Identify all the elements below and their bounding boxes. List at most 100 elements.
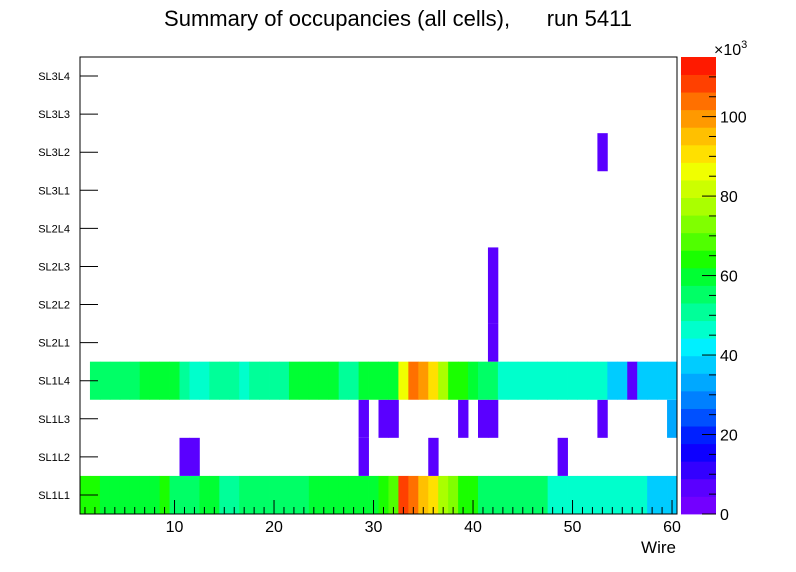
heatmap-cell	[647, 361, 658, 400]
color-scale-exponent: ×103	[714, 39, 747, 59]
heatmap-cell	[667, 399, 678, 438]
heatmap-cell	[109, 475, 121, 514]
y-tick-label: SL3L4	[38, 71, 70, 83]
heatmap-cell	[328, 475, 340, 514]
x-tick-label: 30	[365, 519, 383, 536]
heatmap-cell	[517, 361, 529, 400]
heatmap-cell	[627, 361, 638, 400]
color-scale-segment	[681, 390, 716, 409]
heatmap-cell	[358, 475, 369, 514]
heatmap-cell	[458, 361, 469, 400]
heatmap-cell	[557, 437, 568, 476]
heatmap-cell	[547, 361, 558, 400]
heatmap-cell	[557, 361, 568, 400]
color-scale-tick-label: 20	[720, 428, 738, 445]
x-tick-label: 20	[265, 519, 283, 536]
heatmap-cell	[597, 475, 608, 514]
heatmap-cell	[328, 361, 340, 400]
heatmap-cell	[438, 475, 449, 514]
heatmap-cell	[378, 361, 389, 400]
heatmap-cell	[129, 475, 141, 514]
heatmap-cell	[159, 361, 170, 400]
color-scale-segment	[681, 355, 716, 374]
y-tick-label: SL3L2	[38, 147, 70, 159]
color-scale-segment	[681, 461, 716, 480]
color-scale-segment	[681, 267, 716, 286]
heatmap-cell	[229, 475, 240, 514]
color-scale-bar	[681, 57, 716, 515]
heatmap-cell	[348, 361, 359, 400]
heatmap-cell	[139, 475, 151, 514]
heatmap-cell	[627, 475, 638, 514]
color-scale-segment	[681, 496, 716, 515]
color-scale-segment	[681, 373, 716, 392]
heatmap-cell	[657, 361, 668, 400]
heatmap-cell	[378, 399, 389, 438]
heatmap-cell	[199, 475, 210, 514]
heatmap-cell	[487, 285, 499, 324]
heatmap-cell	[259, 475, 270, 514]
heatmap-cell	[657, 475, 668, 514]
heatmap-cell	[537, 475, 549, 514]
heatmap-cell	[318, 361, 330, 400]
heatmap-cell	[149, 475, 160, 514]
heatmap-cell	[567, 475, 578, 514]
color-scale-segment	[681, 127, 716, 146]
heatmap-cell	[189, 475, 200, 514]
heatmap-cell	[478, 361, 489, 400]
y-tick-label: SL1L2	[38, 452, 70, 464]
y-tick-label: SL2L3	[38, 261, 70, 273]
color-scale-tick-label: 0	[720, 507, 729, 524]
heatmap-cell	[438, 361, 449, 400]
heatmap-cell	[338, 475, 350, 514]
heatmap-cell	[597, 361, 608, 400]
heatmap-cell	[398, 475, 409, 514]
heatmap-cell	[487, 475, 499, 514]
heatmap-cell	[239, 475, 250, 514]
heatmap-cell	[487, 323, 499, 362]
heatmap-cell	[487, 399, 499, 438]
y-tick-label: SL1L3	[38, 414, 70, 426]
heatmap-cell	[318, 475, 330, 514]
heatmap-cell	[577, 361, 588, 400]
color-scale-segment	[681, 408, 716, 427]
heatmap-cell	[478, 399, 489, 438]
heatmap-cell	[169, 475, 180, 514]
color-scale-segment	[681, 162, 716, 181]
heatmap-cell	[229, 361, 240, 400]
heatmap-cell	[139, 361, 151, 400]
y-tick-label: SL2L1	[38, 338, 70, 350]
heatmap-cell	[607, 475, 618, 514]
color-scale-exponent-power: 3	[741, 39, 747, 51]
x-tick-label: 40	[464, 519, 482, 536]
color-scale-segment	[681, 109, 716, 128]
heatmap-cell	[597, 133, 608, 172]
heatmap-cell	[99, 361, 111, 400]
x-tick-label: 60	[663, 519, 681, 536]
color-scale-segment	[681, 303, 716, 322]
color-scale-tick-label: 100	[720, 110, 747, 127]
color-scale-tick-label: 40	[720, 348, 738, 365]
heatmap-cell	[249, 361, 260, 400]
heatmap-cell	[269, 475, 280, 514]
heatmap-cell	[547, 475, 558, 514]
heatmap-cell	[388, 399, 399, 438]
x-tick-label: 10	[166, 519, 184, 536]
chart-title: Summary of occupancies (all cells), run …	[164, 6, 632, 31]
color-scale-segment	[681, 74, 716, 93]
heatmap-cell	[388, 361, 399, 400]
heatmap-cell	[159, 475, 170, 514]
color-scale-segment	[681, 478, 716, 497]
color-scale-tick-label: 60	[720, 269, 738, 286]
heatmap-cell	[497, 361, 509, 400]
heatmap-cell	[388, 475, 399, 514]
heatmap-cell	[418, 361, 429, 400]
heatmap-cell	[368, 361, 379, 400]
heatmap-cell	[288, 361, 300, 400]
x-axis-label: Wire	[641, 538, 676, 557]
heatmap-cell	[358, 437, 369, 476]
color-scale-segment	[681, 57, 716, 75]
heatmap-cell	[458, 399, 469, 438]
